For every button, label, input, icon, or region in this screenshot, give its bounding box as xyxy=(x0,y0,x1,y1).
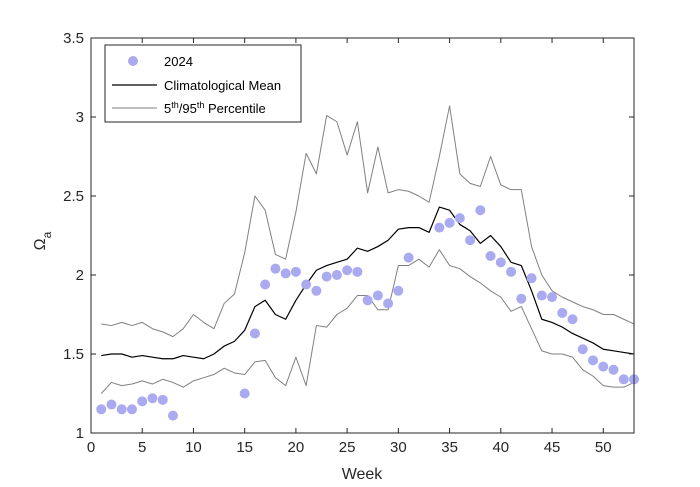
data-point-2024 xyxy=(372,290,383,301)
y-tick-label: 3 xyxy=(76,109,84,126)
x-tick-label: 15 xyxy=(236,439,253,456)
data-point-2024 xyxy=(157,394,168,405)
axes-layer: 0 5 10 15 20 25 30 35 40 45 50 1 1.5 2 2.5 3 3.5 xyxy=(63,30,635,456)
legend-label-percentile: 5th/95th Percentile xyxy=(164,100,266,116)
data-point-2024 xyxy=(526,273,537,284)
legend-marker-2024 xyxy=(128,56,138,66)
data-point-2024 xyxy=(536,290,547,301)
data-point-2024 xyxy=(280,268,291,279)
data-point-2024 xyxy=(342,265,353,276)
data-point-2024 xyxy=(608,364,619,375)
data-point-2024 xyxy=(260,279,271,290)
y-axis-title-main: Ω xyxy=(32,238,49,250)
x-tick-label: 50 xyxy=(595,439,612,456)
data-point-2024 xyxy=(96,404,107,415)
legend: 2024 Climatological Mean 5th/95th Percen… xyxy=(104,44,302,123)
data-point-2024 xyxy=(577,344,588,355)
x-tick-label: 35 xyxy=(441,439,458,456)
y-tick-label: 2.5 xyxy=(63,188,84,205)
data-point-2024 xyxy=(290,266,301,277)
series-line-climatological-mean xyxy=(101,206,635,360)
data-point-2024 xyxy=(147,393,158,404)
data-point-2024 xyxy=(588,355,599,366)
data-point-2024 xyxy=(270,263,281,274)
svg-text:Ωa: Ωa xyxy=(32,231,54,250)
data-point-2024 xyxy=(454,213,465,224)
series-line-95th-percentile xyxy=(101,105,635,338)
data-point-2024 xyxy=(618,374,629,385)
x-tick-label: 40 xyxy=(492,439,509,456)
data-point-2024 xyxy=(485,251,496,262)
x-tick-label: 30 xyxy=(390,439,407,456)
data-point-2024 xyxy=(311,285,322,296)
legend-label-mean: Climatological Mean xyxy=(164,78,281,93)
data-point-2024 xyxy=(598,361,609,372)
data-point-2024 xyxy=(321,271,332,282)
data-point-2024 xyxy=(383,298,394,309)
data-point-2024 xyxy=(434,222,445,233)
y-tick-label: 1.5 xyxy=(63,346,84,363)
y-axis-title: Ωa xyxy=(32,231,54,250)
y-tick-label: 3.5 xyxy=(63,30,84,47)
data-point-2024 xyxy=(495,257,506,268)
data-point-2024 xyxy=(465,235,476,246)
data-point-2024 xyxy=(239,388,250,399)
data-point-2024 xyxy=(393,285,404,296)
series-layer xyxy=(96,105,639,421)
data-point-2024 xyxy=(403,252,414,263)
data-point-2024 xyxy=(506,266,517,277)
x-tick-label: 10 xyxy=(185,439,202,456)
x-tick-label: 20 xyxy=(288,439,305,456)
x-tick-label: 25 xyxy=(339,439,356,456)
data-point-2024 xyxy=(167,410,178,421)
data-point-2024 xyxy=(567,314,578,325)
data-point-2024 xyxy=(362,295,373,306)
x-tick-label: 5 xyxy=(138,439,146,456)
data-point-2024 xyxy=(352,266,363,277)
data-point-2024 xyxy=(249,328,260,339)
data-point-2024 xyxy=(547,292,558,303)
y-tick-label: 1 xyxy=(76,425,84,442)
data-point-2024 xyxy=(137,396,148,407)
data-point-2024 xyxy=(557,307,568,318)
data-point-2024 xyxy=(444,217,455,228)
x-tick-label: 0 xyxy=(87,439,95,456)
x-tick-label: 45 xyxy=(544,439,561,456)
data-point-2024 xyxy=(116,404,127,415)
y-tick-label: 2 xyxy=(76,267,84,284)
data-point-2024 xyxy=(126,404,137,415)
data-point-2024 xyxy=(331,270,342,280)
axes-box xyxy=(90,37,635,434)
legend-box xyxy=(104,44,302,123)
data-point-2024 xyxy=(106,399,117,410)
x-axis-title: Week xyxy=(342,466,384,483)
y-axis-title-sub: a xyxy=(40,231,54,238)
legend-label-2024: 2024 xyxy=(164,54,193,69)
data-point-2024 xyxy=(475,205,486,216)
data-point-2024 xyxy=(516,293,527,304)
data-point-2024 xyxy=(301,279,312,290)
